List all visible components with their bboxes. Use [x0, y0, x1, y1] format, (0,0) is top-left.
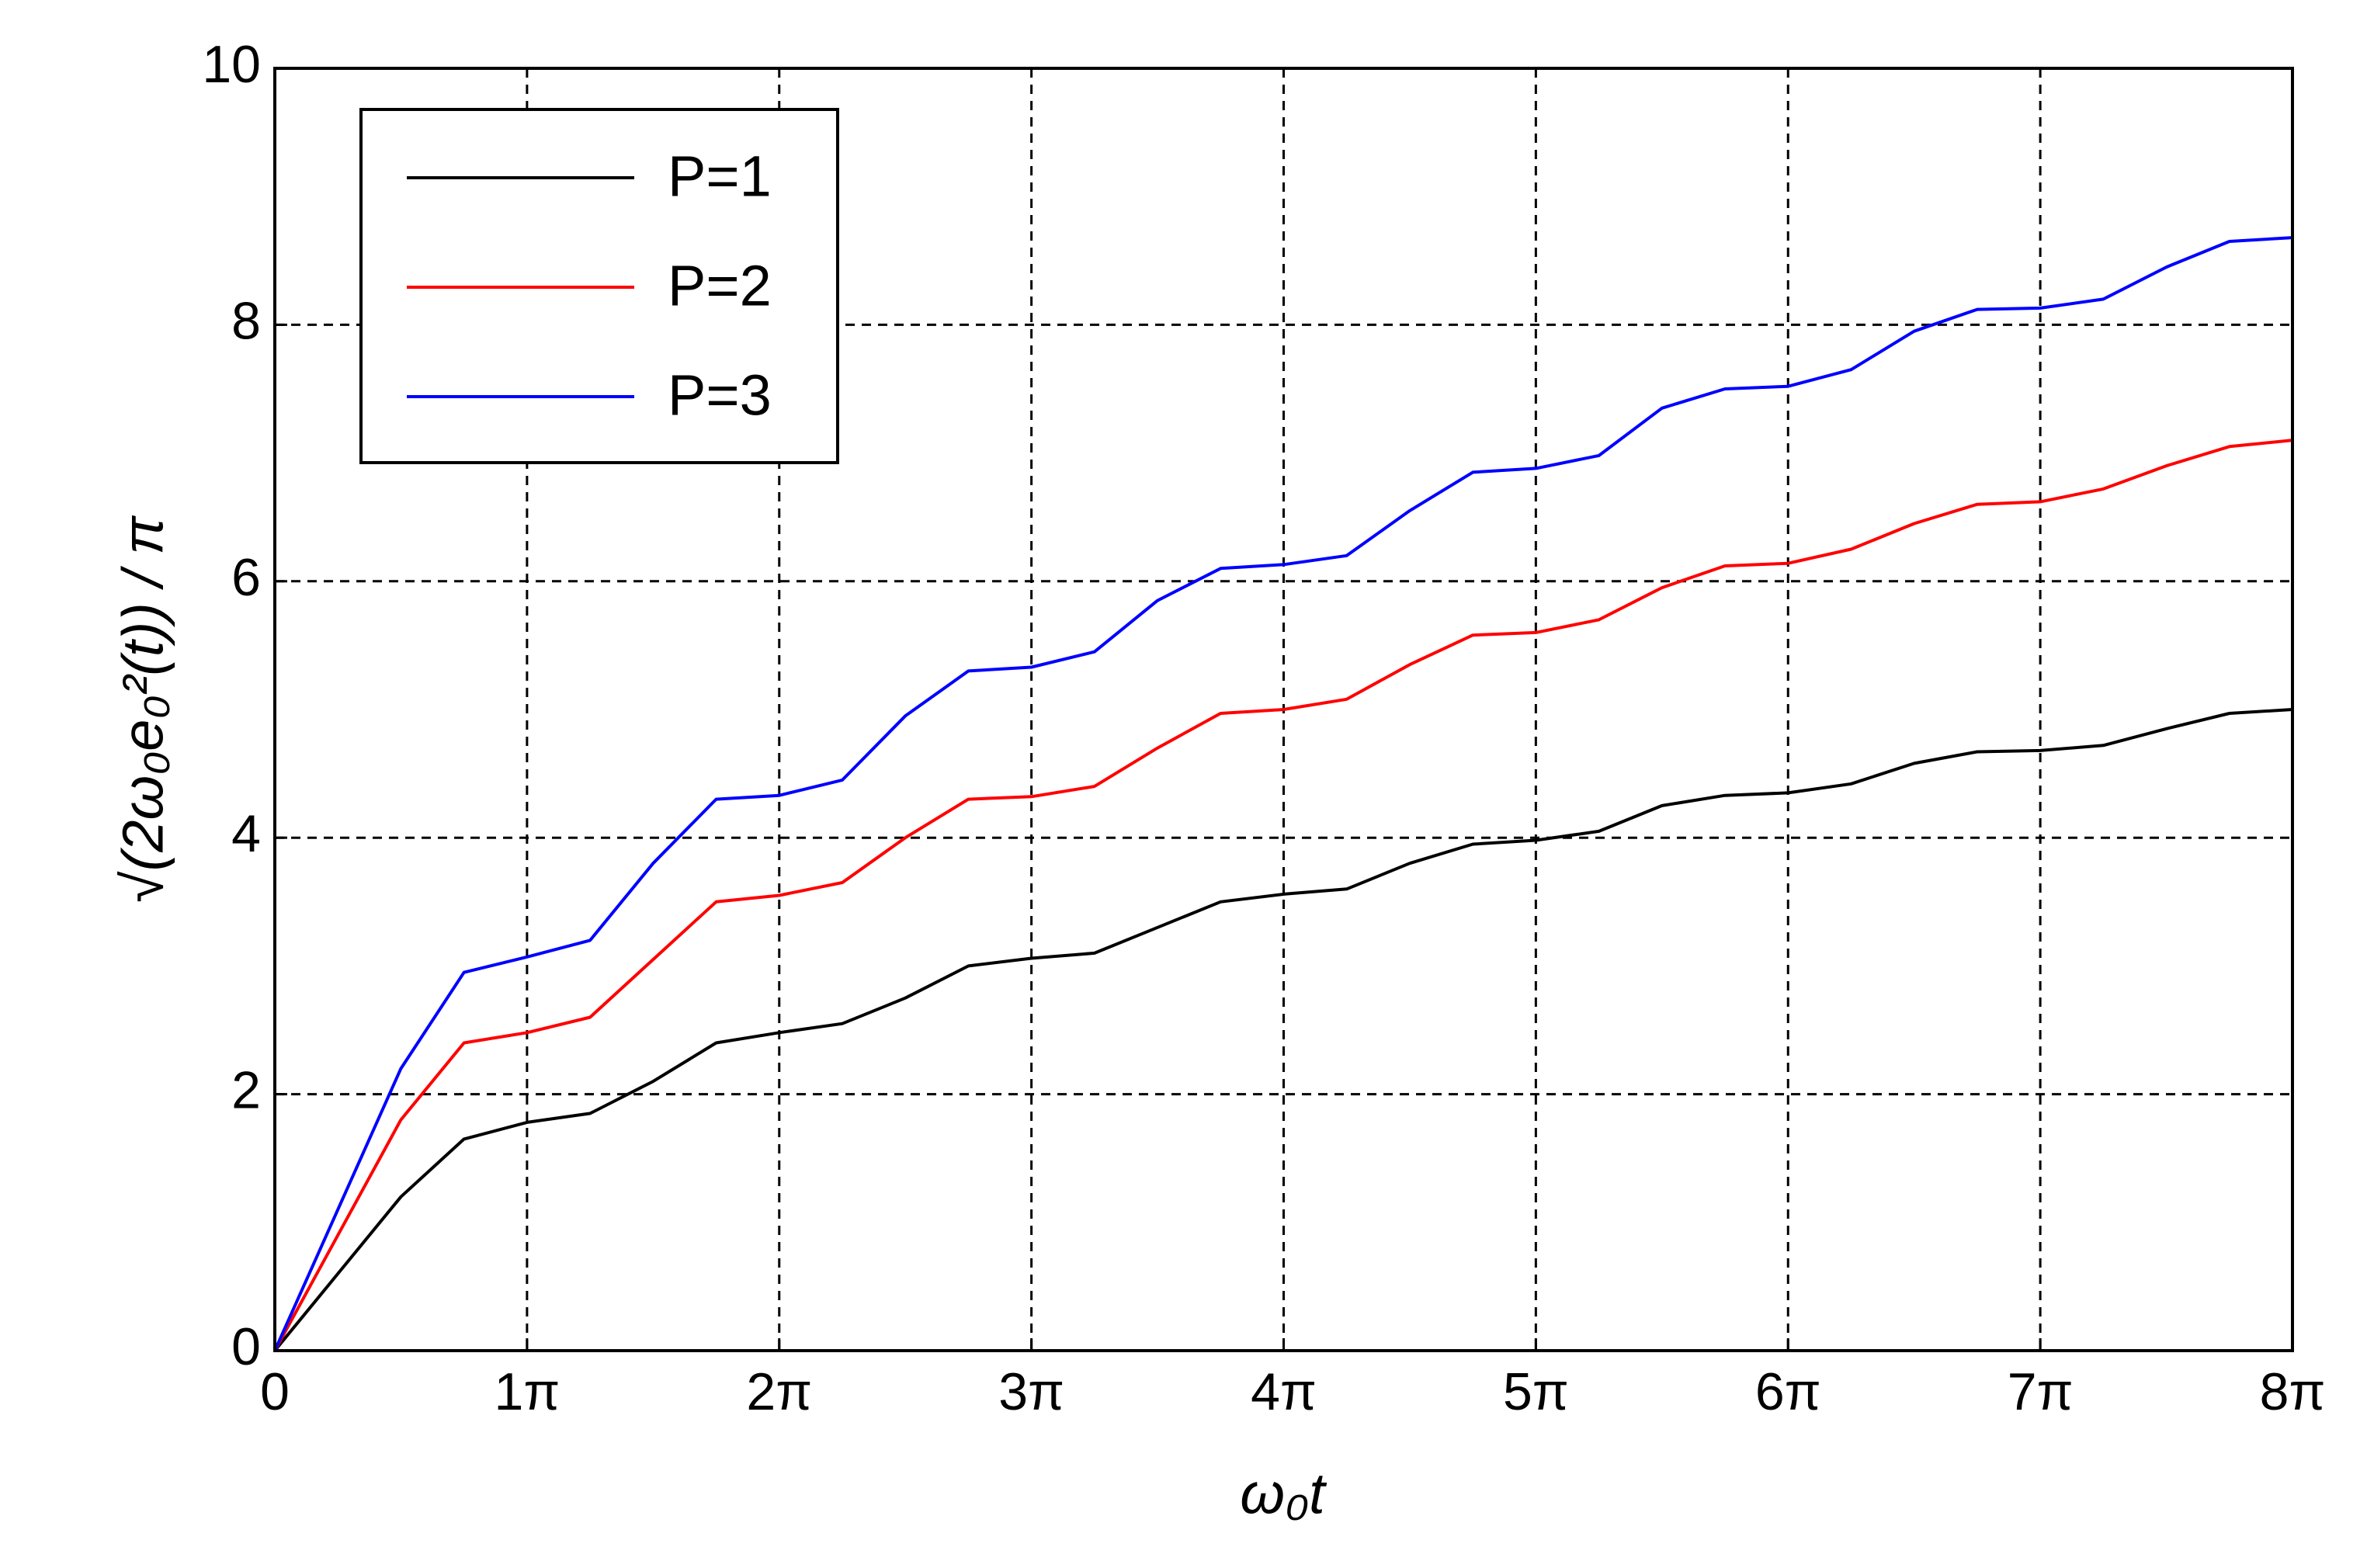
x-tick-label: 8π: [2260, 1362, 2326, 1421]
x-tick-label: 5π: [1503, 1362, 1569, 1421]
x-tick-label: 0: [260, 1362, 290, 1421]
x-tick-label: 1π: [495, 1362, 561, 1421]
x-axis-label: ω₀t: [1240, 1462, 1328, 1526]
data-line: [273, 236, 2293, 1351]
plot-frame: [273, 67, 2294, 1352]
data-line: [273, 708, 2293, 1352]
x-tick-label: 6π: [1755, 1362, 1821, 1421]
data-line: [273, 439, 2293, 1351]
y-tick-label: 2: [231, 1061, 261, 1120]
x-tick-label: 3π: [998, 1362, 1064, 1421]
y-tick-label: 8: [231, 291, 261, 350]
x-tick-label: 4π: [1251, 1362, 1317, 1421]
y-tick-label: 0: [231, 1317, 261, 1376]
y-axis-label: √(2ω₀e₀²(t)) / π: [111, 515, 175, 903]
legend-label: P=1: [668, 144, 772, 209]
legend-label: P=2: [668, 254, 772, 318]
x-tick-label: 2π: [746, 1362, 812, 1421]
y-tick-label: 6: [231, 548, 261, 607]
legend-label: P=3: [668, 363, 772, 428]
y-tick-label: 4: [231, 804, 261, 863]
legend: P=1 P=2 P=3: [359, 108, 839, 464]
y-tick-label: 10: [202, 35, 261, 94]
x-tick-label: 7π: [2008, 1362, 2074, 1421]
